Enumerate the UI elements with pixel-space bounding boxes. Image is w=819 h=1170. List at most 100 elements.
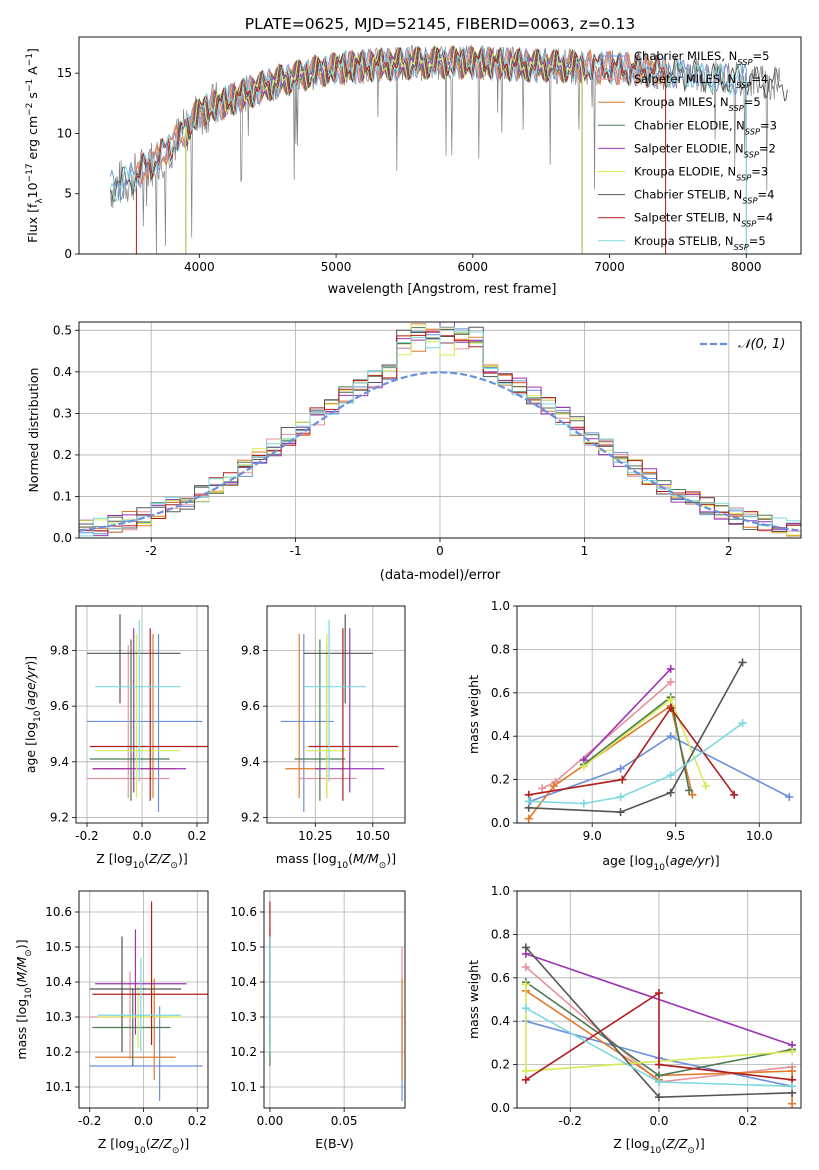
y-tick-label: 10.6	[230, 905, 257, 919]
spectrum-lines	[110, 44, 788, 254]
spectrum-y-axis-label: Flux [fλ10−17 erg cm−2 s−1 A−1]	[25, 48, 45, 243]
age_vs_mass-axes: 10.25 10.50 9.2 9.4 9.6 9.8	[241, 606, 405, 843]
y-tick-label: 0.1	[53, 489, 72, 503]
age-x-axis-label: age [log10(age/yr)]	[602, 853, 719, 873]
legend-entry-0: Chabrier MILES, NSSP=5	[634, 49, 769, 67]
y-tick-label: 0	[64, 247, 72, 261]
residuals-x-axis-label: (data-model)/error	[380, 568, 501, 583]
axes-frame	[78, 890, 209, 1109]
weight-line-0	[530, 735, 790, 803]
y-tick-label: 5	[64, 187, 72, 201]
weight-marker-5	[579, 762, 588, 771]
x-tick-label: -0.2	[559, 1114, 582, 1128]
weight-line-6	[528, 662, 744, 813]
x-tick-label: 1	[581, 544, 589, 558]
age_vs_mass-error-bars	[280, 614, 399, 812]
weight-marker-5	[788, 1047, 797, 1056]
x-tick-label: 0	[436, 544, 444, 558]
weight-marker-4	[666, 664, 675, 673]
y-tick-label: 1.0	[491, 599, 510, 613]
weight-line-7	[525, 991, 793, 1081]
y-tick-label: 15	[57, 66, 72, 80]
weight-marker-7	[521, 1075, 530, 1084]
legend-entry-4: Salpeter ELODIE, NSSP=2	[634, 141, 776, 159]
y-tick-label: 10.5	[230, 940, 257, 954]
y-tick-label: 10.3	[45, 1010, 72, 1024]
y-tick-label: 9.4	[50, 755, 69, 769]
x-tick-label: 7000	[594, 260, 625, 274]
weight_vs_Z-lines	[521, 943, 797, 1108]
legend-entry-5: Kroupa ELODIE, NSSP=3	[634, 165, 768, 183]
weight-marker-6	[616, 808, 625, 817]
axes-frame	[266, 605, 406, 824]
spectrum-axes: 4000 5000 6000 7000 8000 0 5 10 15	[57, 66, 762, 274]
weight-line-4	[583, 668, 672, 761]
x-tick-label: -2	[145, 544, 157, 558]
residuals-axes: -2 -1 0 1 2 0.0 0.1 0.2 0.3 0.4 0.5	[53, 322, 801, 558]
axes-frame	[516, 890, 802, 1109]
model-line-7	[135, 46, 667, 254]
residual-histograms	[79, 322, 801, 537]
x-tick-label: 0.05	[331, 1114, 358, 1128]
model-line-8	[110, 44, 747, 254]
x-tick-label: 8000	[731, 260, 762, 274]
weight_vs_Z-axes: -0.2 0.0 0.2 0.0 0.2 0.4 0.6 0.8 1.0	[491, 884, 801, 1128]
weight-marker-2	[688, 790, 697, 799]
mass_vs_Z-error-bars	[89, 901, 208, 1101]
weight-marker-1	[666, 677, 675, 686]
legend-entry-2: Kroupa MILES, NSSP=5	[634, 95, 761, 113]
y-tick-label: 9.6	[241, 699, 260, 713]
axes-frame	[75, 605, 209, 824]
weight-marker-6	[521, 943, 530, 952]
y-tick-label: 0.8	[491, 642, 510, 656]
y-tick-label: 0.3	[53, 406, 72, 420]
x-tick-label: 0.2	[187, 829, 206, 843]
x-tick-label: 0.0	[134, 1114, 153, 1128]
x-tick-label: 0.2	[738, 1114, 757, 1128]
figure-title: PLATE=0625, MJD=52145, FIBERID=0063, z=0…	[245, 15, 635, 33]
legend-entry-8: Kroupa STELIB, NSSP=5	[634, 234, 766, 252]
weight-marker-3	[685, 786, 694, 795]
x-tick-label: -0.2	[78, 1114, 101, 1128]
x-tick-label: 0.0	[649, 1114, 668, 1128]
weight-marker-8	[788, 1082, 797, 1091]
y-tick-label: 10.1	[45, 1080, 72, 1094]
x-tick-label: 5000	[321, 260, 352, 274]
weight-marker-8	[579, 799, 588, 808]
weight-marker-8	[655, 1077, 663, 1086]
age_vs_Z-axes: -0.2 0.0 0.2 9.2 9.4 9.6 9.8	[50, 606, 208, 843]
x-tick-label: -1	[290, 544, 302, 558]
y-tick-label: 0.4	[491, 1014, 510, 1028]
y-tick-label: 0.8	[491, 927, 510, 941]
legend-entry-1: Salpeter MILES, NSSP=4	[634, 72, 768, 90]
weight-marker-8	[524, 797, 533, 806]
y-tick-label: 10.3	[230, 1010, 257, 1024]
y-tick-label: 10.6	[45, 905, 72, 919]
age-y-axis-label: age [log10(age/yr)]	[23, 656, 43, 773]
y-tick-label: 0.2	[53, 448, 72, 462]
axes-frame	[78, 321, 802, 539]
weight-marker-6	[666, 788, 675, 797]
ebv-x-axis-label: E(B-V)	[315, 1136, 354, 1151]
x-tick-label: -0.2	[75, 829, 98, 843]
x-tick-label: 9.0	[583, 829, 602, 843]
y-tick-label: 1.0	[491, 884, 510, 898]
z-axis-label: Z [log10(Z/Z⊙)]	[96, 851, 187, 871]
z-axis-label: Z [log10(Z/Z⊙)]	[613, 1136, 704, 1156]
x-tick-label: 0.0	[132, 829, 151, 843]
weight-marker-8	[666, 771, 675, 780]
y-tick-label: 9.8	[241, 644, 260, 658]
x-tick-label: 6000	[458, 260, 489, 274]
y-tick-label: 10.5	[45, 940, 72, 954]
weight-marker-7	[655, 988, 663, 997]
y-tick-label: 0.4	[53, 365, 72, 379]
z-axis-label: Z [log10(Z/Z⊙)]	[98, 1136, 189, 1156]
x-tick-label: 10.0	[746, 829, 773, 843]
weight-marker-7	[618, 775, 627, 784]
y-tick-label: 0.4	[491, 729, 510, 743]
axes-frame	[263, 890, 406, 1109]
legend-entry-normal: 𝒩(0, 1)	[738, 337, 785, 352]
weight-marker-8	[738, 719, 747, 728]
x-tick-label: 2	[725, 544, 733, 558]
y-tick-label: 10.4	[230, 975, 257, 989]
